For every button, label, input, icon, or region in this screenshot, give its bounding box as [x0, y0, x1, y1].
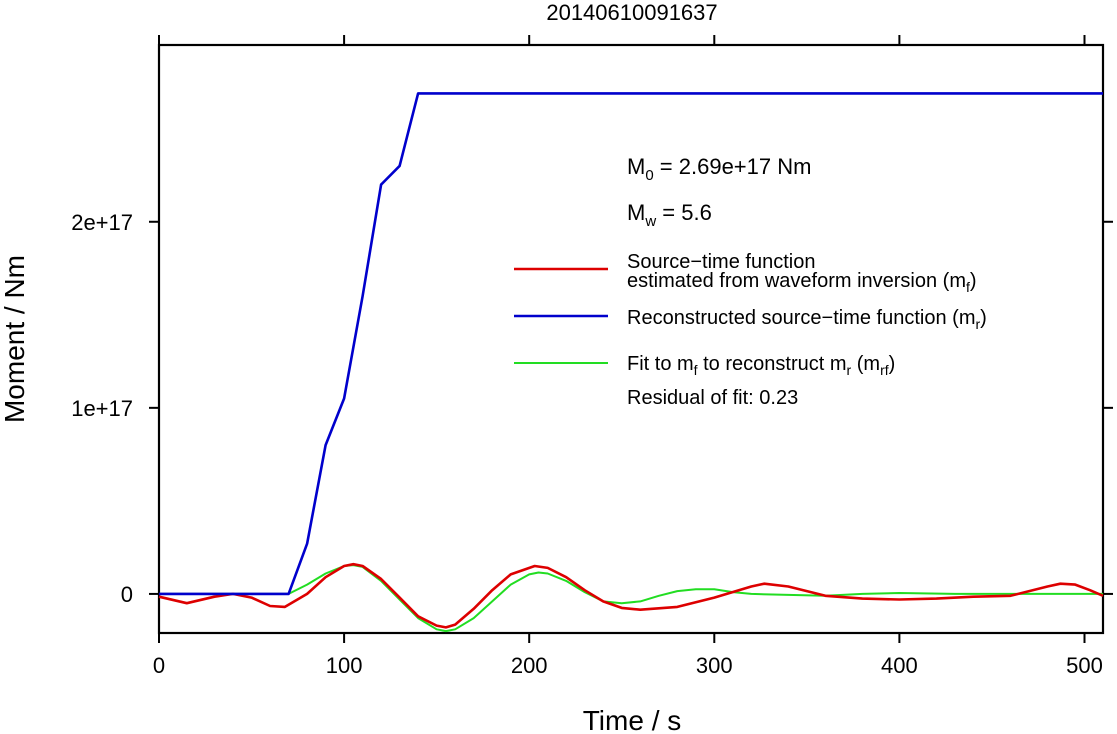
x-tick-label: 0 — [153, 653, 165, 678]
legend-green-text: Fit to mf to reconstruct mr (mrf) — [627, 353, 895, 378]
y-tick-label: 1e+17 — [71, 396, 133, 421]
y-axis: 0 1e+17 2e+17 — [71, 210, 1113, 607]
x-tick-label: 400 — [881, 653, 918, 678]
legend-red-line1: Source−time function — [627, 251, 815, 273]
x-axis-label: Time / s — [583, 705, 682, 734]
y-tick-label: 0 — [121, 582, 133, 607]
legend-red-line2: estimated from waveform inversion (mf) — [627, 270, 977, 295]
legend-residual: Residual of fit: 0.23 — [627, 387, 798, 409]
m0-annotation: M0 = 2.69e+17 Nm — [627, 154, 811, 184]
series-line-blue — [159, 92, 1103, 596]
series-layer — [158, 92, 1104, 633]
y-tick-label: 2e+17 — [71, 210, 133, 235]
mw-annotation: Mw = 5.6 — [627, 200, 712, 230]
legend-blue-text: Reconstructed source−time function (mr) — [627, 307, 987, 332]
legend: Source−time function estimated from wave… — [514, 251, 987, 409]
series-line-red — [158, 562, 1104, 629]
plot-frame — [157, 43, 1105, 635]
y-axis-label: Moment / Nm — [0, 255, 30, 423]
x-tick-label: 100 — [326, 653, 363, 678]
x-tick-label: 300 — [696, 653, 733, 678]
x-tick-label: 500 — [1066, 653, 1103, 678]
x-tick-label: 200 — [511, 653, 548, 678]
chart-title: 20140610091637 — [546, 0, 717, 25]
x-axis: 0 100 200 300 400 500 — [153, 35, 1103, 678]
